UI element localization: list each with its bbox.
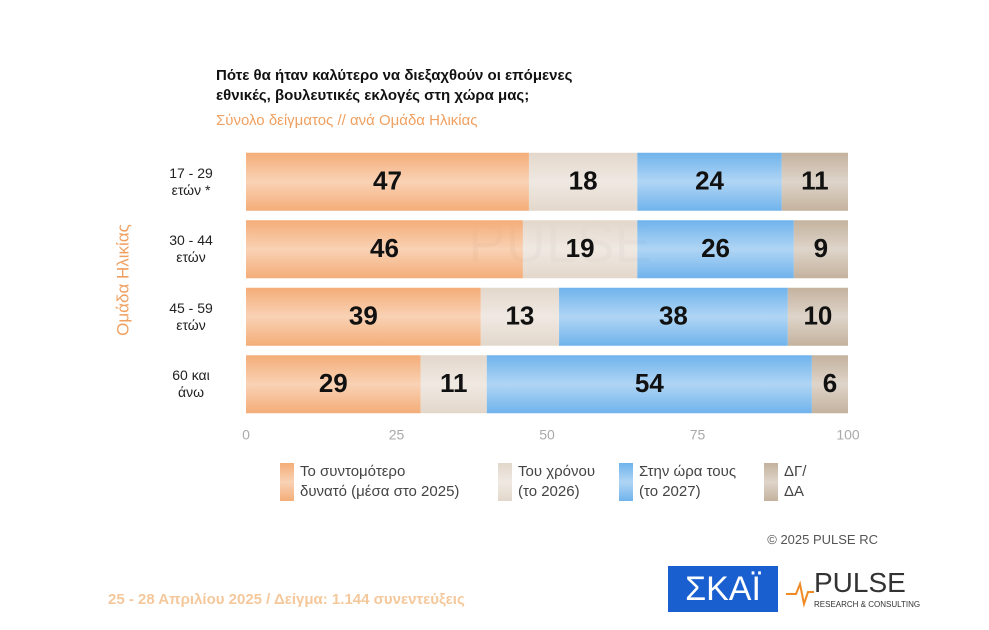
data-label: 38 [659,301,688,331]
legend-label: Του χρόνου (το 2026) [518,463,596,500]
legend-label: ΔΓ/ ΔΑ [784,463,807,500]
data-label: 26 [701,233,730,263]
legend-swatch [764,463,778,501]
x-tick-label: 100 [836,427,860,443]
data-label: 9 [814,233,828,263]
data-label: 19 [566,233,595,263]
bar-segment [793,220,848,279]
bar-segment [522,220,638,279]
bar-segment [480,287,560,346]
data-label: 13 [505,301,534,331]
bar-segment [637,152,782,211]
data-label: 11 [801,166,829,196]
bar-segment [781,152,848,211]
pulse-icon [786,580,814,608]
y-tick-label: 60 και άνω [172,367,210,401]
pulse-logo: PULSE [814,567,906,598]
legend-swatch [619,463,633,501]
bar-segment [246,355,421,414]
y-tick-label: 17 - 29 ετών * [169,164,213,198]
chart-title: Πότε θα ήταν καλύτερο να διεξαχθούν οι ε… [216,67,573,104]
x-tick-label: 75 [690,427,706,443]
bar-segment [246,287,481,346]
skai-logo-text: ΣΚΑΪ [685,570,761,608]
bar-segment [486,355,812,414]
bar-segment [559,287,788,346]
y-axis-label: Ομάδα Ηλικίας [113,224,132,336]
chart-subtitle: Σύνολο δείγματος // ανά Ομάδα Ηλικίας [216,112,478,129]
bar-segment [528,152,638,211]
footer: 25 - 28 Απριλίου 2025 / Δείγμα: 1.144 συ… [108,591,465,608]
legend-swatch [280,463,294,501]
data-label: 24 [695,166,724,196]
data-label: 10 [803,301,832,331]
pulse-logo-sub: RESEARCH & CONSULTING [814,600,920,609]
legend-label: Το συντομότερο δυνατό (μέσα στο 2025) [300,463,460,500]
legend-label: Στην ώρα τους (το 2027) [639,463,737,500]
x-tick-label: 25 [389,427,405,443]
x-tick-label: 0 [242,427,250,443]
bar-segment [246,220,523,279]
data-label: 11 [440,368,468,398]
y-tick-label: 30 - 44 ετών [169,232,213,266]
bar-segment [787,287,848,346]
data-label: 39 [349,301,378,331]
legend-swatch [498,463,512,501]
skai-logo [668,566,778,612]
x-tick-label: 50 [539,427,555,443]
bar-segment [811,355,848,414]
copyright: © 2025 PULSE RC [767,532,878,547]
data-label: 6 [823,368,837,398]
bar-segment [246,152,529,211]
data-label: 54 [635,368,664,398]
data-label: 18 [569,166,598,196]
data-label: 29 [319,368,348,398]
y-tick-label: 45 - 59 ετών [169,299,213,333]
bar-segment [420,355,487,414]
data-label: 47 [373,166,402,196]
data-label: 46 [370,233,399,263]
bar-segment [637,220,794,279]
